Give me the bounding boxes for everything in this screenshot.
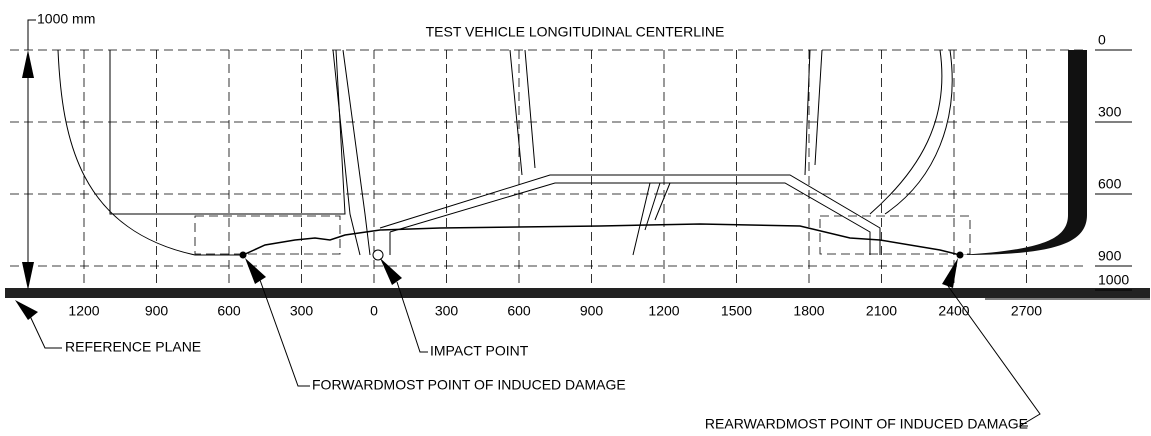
x-label: 2400 [938, 303, 969, 319]
callout: REFERENCE PLANE [65, 339, 201, 355]
vehicle-door [509, 49, 671, 256]
crush-profile [242, 223, 961, 256]
x-label: 2100 [866, 303, 897, 319]
callout: FORWARDMOST POINT OF INDUCED DAMAGE [312, 377, 626, 393]
x-label: 1800 [793, 303, 824, 319]
x-label: 900 [580, 303, 604, 319]
arrow-head [22, 262, 34, 290]
x-label: 0 [370, 303, 378, 319]
arrow-head [15, 300, 38, 320]
y-label: 300 [1098, 104, 1122, 120]
x-label: 300 [435, 303, 459, 319]
ground-bar [5, 288, 1150, 298]
grid [10, 49, 1088, 288]
front-wheel [194, 215, 341, 255]
x-label: 1200 [68, 303, 99, 319]
rear-wheel [819, 215, 971, 255]
rear-point [956, 251, 964, 259]
leader [29, 315, 62, 349]
y-label: 600 [1098, 176, 1122, 192]
x-label: 1200 [648, 303, 679, 319]
x-label: 600 [507, 303, 531, 319]
vehicle-roof [379, 174, 881, 255]
vehicle-pillar [332, 49, 371, 256]
y-label: 1000 [1098, 272, 1129, 288]
impact-marker [372, 249, 384, 261]
scale-label: 1000 mm [37, 11, 95, 27]
y-label: 0 [1098, 32, 1106, 48]
x-label: 1500 [721, 303, 752, 319]
arrow-head [22, 50, 34, 78]
leader [947, 285, 1041, 427]
title: TEST VEHICLE LONGITUDINAL CENTERLINE [426, 24, 725, 40]
arrow-head [942, 258, 958, 288]
callout: REARWARDMOST POINT OF INDUCED DAMAGE [705, 416, 1028, 432]
vehicle-inner-outline [109, 49, 346, 215]
leader [27, 19, 36, 50]
leader [396, 281, 428, 353]
y-label: 900 [1098, 248, 1122, 264]
vehicle-rear-edge [960, 50, 1087, 255]
callout: IMPACT POINT [430, 343, 529, 359]
x-label: 300 [290, 303, 314, 319]
vehicle-front-outline [57, 49, 245, 256]
arrow-head [245, 258, 266, 284]
arrow-head [380, 258, 402, 285]
x-label: 2700 [1011, 303, 1042, 319]
x-label: 900 [145, 303, 169, 319]
leader [259, 279, 310, 387]
x-label: 600 [217, 303, 241, 319]
forward-point [239, 251, 247, 259]
vehicle-rear-outline [804, 49, 953, 215]
